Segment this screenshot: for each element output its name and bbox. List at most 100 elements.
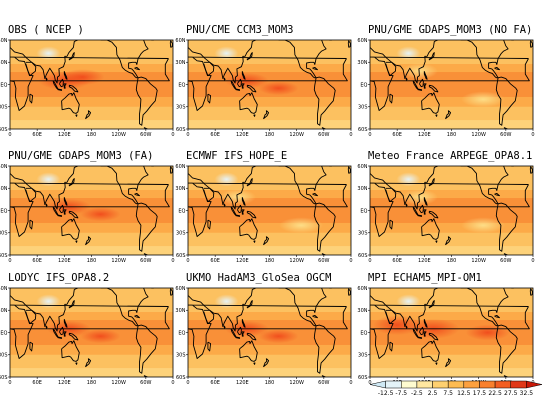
lat-tick-label: 60N	[357, 38, 367, 44]
lat-tick-label: EQ	[360, 330, 367, 336]
map-panel: MPI ECHAM5_MPI-OM1060E120E180120W60W060N…	[357, 272, 534, 386]
anomaly-field	[10, 40, 173, 129]
lon-tick-label: 120W	[111, 380, 126, 386]
map-panel: PNU/CME CCM3_MOM3 0 60E 120E 180 120W 60W 0 60N 3…	[175, 24, 352, 138]
lon-tick-label: 60E	[392, 132, 402, 138]
lat-tick-label: 60S	[0, 375, 8, 381]
map-panel: OBS ( NCEP ) 0 60E 120E 180 120W 60W 0 60N 30N EQ 3…	[0, 24, 175, 138]
coastlines	[188, 40, 351, 129]
lon-tick-label: 180	[87, 380, 97, 386]
lon-tick-label: 60E	[32, 132, 42, 138]
lon-tick-label: 60W	[318, 258, 329, 264]
lon-tick-label: 180	[87, 132, 97, 138]
lon-tick-label: 180	[87, 258, 97, 264]
lon-tick-label: 120E	[418, 132, 431, 138]
lon-tick-label: 0	[171, 380, 174, 386]
colorbar-swatch	[510, 380, 527, 389]
panel-title: ECMWF IFS_HOPE_E	[186, 150, 287, 162]
lat-tick-label: EQ	[178, 82, 185, 88]
lat-tick-label: EQ	[360, 208, 367, 214]
colorbar-tick-label: 17.5	[473, 390, 487, 397]
anomaly-field	[10, 166, 173, 255]
lon-tick-label: 180	[447, 132, 457, 138]
lat-tick-label: 30S	[358, 231, 368, 237]
lon-tick-label: 120E	[418, 258, 431, 264]
lat-tick-label: 60N	[0, 164, 8, 170]
colorbar-tick-label: 7.5	[443, 390, 453, 397]
lon-tick-label: 60W	[318, 132, 329, 138]
anomaly-field	[188, 166, 351, 255]
colorbar-swatch	[447, 380, 465, 389]
panel-title: MPI ECHAM5_MPI-OM1	[368, 272, 482, 284]
lon-tick-label: 120E	[236, 380, 249, 386]
lat-tick-label: EQ	[360, 82, 367, 88]
lon-tick-label: 60W	[500, 258, 511, 264]
lat-tick-label: 60S	[176, 127, 186, 133]
lat-tick-label: 30S	[176, 353, 186, 359]
lat-tick-label: 60N	[0, 38, 8, 44]
lat-tick-label: 60N	[0, 286, 8, 292]
lon-tick-label: 0	[531, 258, 534, 264]
anomaly-field	[10, 288, 173, 377]
lat-tick-label: 60N	[357, 286, 367, 292]
colorbar-swatch	[385, 380, 402, 389]
panel-title: Meteo France ARPEGE_OPA8.1	[368, 150, 532, 162]
lon-tick-label: 0	[349, 258, 352, 264]
lon-tick-label: 0	[8, 258, 11, 264]
anomaly-field	[370, 166, 533, 255]
lat-tick-label: EQ	[0, 208, 7, 214]
lon-tick-label: 120E	[58, 380, 71, 386]
lon-tick-label: 180	[265, 132, 275, 138]
lon-tick-label: 120W	[111, 132, 126, 138]
lon-tick-label: 60E	[210, 380, 220, 386]
colorbar-swatch	[432, 380, 449, 389]
colorbar-swatch	[369, 380, 386, 389]
lat-tick-label: 30S	[176, 231, 186, 237]
colorbar-swatch	[479, 380, 496, 389]
coastlines	[188, 288, 351, 377]
colorbar-swatch	[494, 380, 511, 389]
lat-tick-label: 60N	[175, 38, 185, 44]
colorbar-swatch	[416, 380, 433, 389]
lon-tick-label: 0	[8, 380, 11, 386]
anomaly-field	[188, 288, 351, 377]
panel-title: PNU/GME GDAPS_MOM3 (FA)	[8, 150, 153, 162]
lon-tick-label: 0	[368, 258, 371, 264]
lat-tick-label: 30S	[0, 105, 8, 111]
lon-tick-label: 120W	[289, 380, 304, 386]
lon-tick-label: 0	[349, 132, 352, 138]
lat-tick-label: EQ	[0, 330, 7, 336]
panel-title: LODYC IFS_OPA8.2	[8, 272, 109, 284]
colorbar-swatch	[526, 380, 543, 389]
lat-tick-label: 30S	[0, 231, 8, 237]
lon-tick-label: 60E	[392, 258, 402, 264]
lat-tick-label: 60N	[175, 286, 185, 292]
lon-tick-label: 60W	[140, 380, 151, 386]
lon-tick-label: 60W	[140, 258, 151, 264]
lat-tick-label: 30N	[357, 60, 367, 66]
lat-tick-label: 60S	[358, 127, 368, 133]
map-panel: Meteo France ARPEGE_OPA8.1 0 60E 120E 180 120…	[357, 150, 534, 264]
lon-tick-label: 60E	[32, 258, 42, 264]
lat-tick-label: 30S	[0, 353, 8, 359]
lon-tick-label: 120E	[58, 258, 71, 264]
lon-tick-label: 0	[368, 380, 371, 386]
lat-tick-label: 30N	[357, 186, 367, 192]
lat-tick-label: 60N	[357, 164, 367, 170]
lon-tick-label: 0	[531, 132, 534, 138]
colorbar-tick-label: -2.5	[411, 390, 423, 397]
colorbar-tick-label: 2.5	[428, 390, 438, 397]
lon-tick-label: 0	[171, 132, 174, 138]
lat-tick-label: 60S	[176, 375, 186, 381]
colorbar-swatch	[463, 380, 480, 389]
colorbar-tick-label: 22.5	[488, 390, 502, 397]
lon-tick-label: 0	[349, 380, 352, 386]
lat-tick-label: 30S	[358, 353, 368, 359]
lon-tick-label: 180	[265, 258, 275, 264]
anomaly-field	[370, 288, 533, 377]
lon-tick-label: 120E	[58, 132, 71, 138]
colorbar-tick-label: -12.5	[378, 390, 394, 397]
map-panel: PNU/GME GDAPS_MOM3 (FA) 0 60E 120E 180 120W 60…	[0, 150, 175, 264]
lat-tick-label: EQ	[178, 208, 185, 214]
